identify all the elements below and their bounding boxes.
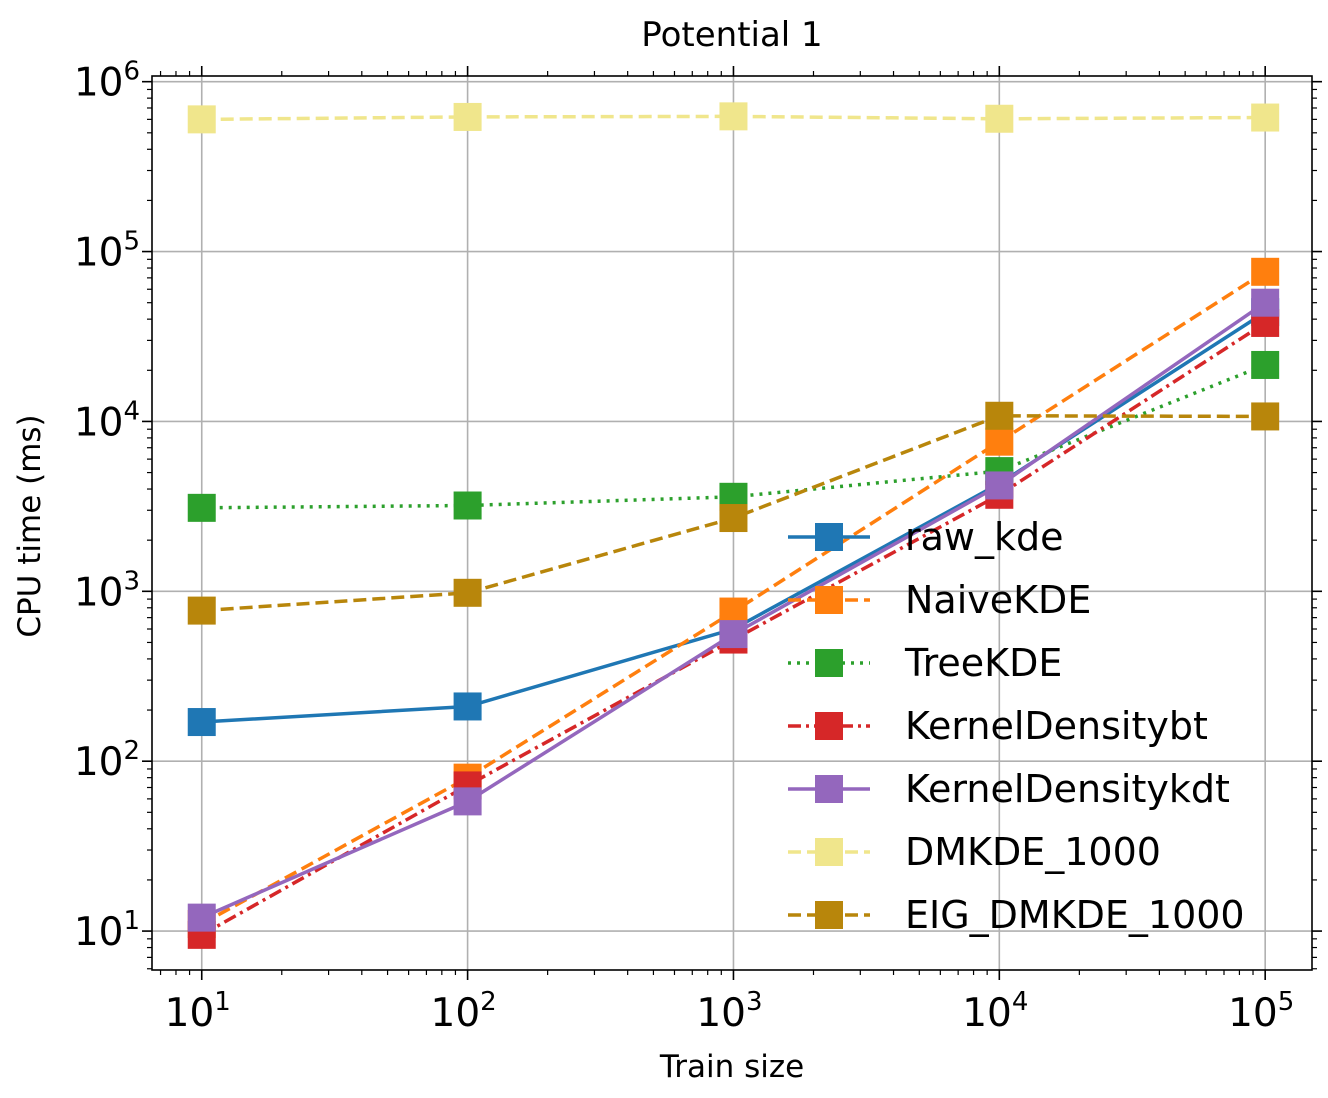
legend-label: KernelDensitybt	[905, 704, 1208, 748]
x-tick-label: 105	[1228, 987, 1294, 1036]
x-tick-label: 102	[431, 987, 497, 1036]
legend-label: KernelDensitykdt	[905, 767, 1230, 811]
data-point	[719, 620, 748, 649]
legend-label: EIG_DMKDE_1000	[905, 893, 1245, 937]
data-point	[453, 692, 482, 721]
legend-marker	[815, 523, 843, 551]
legend-label: TreeKDE	[904, 641, 1062, 685]
y-tick-labels: 101 102 103 104 105 106	[74, 57, 140, 955]
legend: raw_kde NaiveKDE TreeKDE KernelDensitybt Ker…	[788, 515, 1245, 937]
series-KernelDensitykdt	[187, 288, 1280, 932]
legend-marker	[815, 649, 843, 677]
data-point	[187, 493, 216, 522]
plot-frame	[151, 75, 1313, 971]
data-point	[985, 471, 1014, 500]
series-layer	[187, 102, 1280, 949]
y-tick-label: 104	[74, 396, 140, 445]
series-line	[201, 114, 1266, 122]
y-tick-label: 101	[74, 906, 140, 955]
data-point	[985, 104, 1014, 133]
data-point	[453, 102, 482, 131]
data-point	[453, 787, 482, 816]
data-point	[453, 578, 482, 607]
series-EIG_DMKDE_1000	[187, 401, 1280, 625]
series-DMKDE_1000	[187, 102, 1280, 134]
legend-marker	[815, 712, 843, 740]
data-point	[719, 102, 748, 131]
legend-marker	[815, 775, 843, 803]
chart-title: Potential 1	[641, 15, 822, 55]
legend-label: DMKDE_1000	[905, 830, 1161, 874]
y-tick-label: 102	[74, 736, 140, 785]
x-tick-label: 104	[962, 987, 1028, 1036]
data-point	[1251, 288, 1280, 317]
data-point	[1251, 257, 1280, 286]
legend-marker	[815, 586, 843, 614]
ticks	[142, 66, 1322, 980]
data-point	[985, 401, 1014, 430]
y-tick-label: 106	[74, 57, 140, 106]
data-point	[187, 708, 216, 737]
x-axis-label: Train size	[659, 1049, 804, 1085]
data-point	[1251, 402, 1280, 431]
x-tick-label: 103	[696, 987, 762, 1036]
y-axis-label: CPU time (ms)	[12, 414, 48, 637]
x-tick-label: 101	[165, 987, 231, 1036]
data-point	[1251, 350, 1280, 379]
data-point	[187, 903, 216, 932]
data-point	[719, 504, 748, 533]
data-point	[187, 596, 216, 625]
legend-marker	[815, 838, 843, 866]
data-point	[1251, 103, 1280, 132]
legend-marker	[815, 901, 843, 929]
y-tick-label: 103	[74, 566, 140, 615]
data-point	[985, 427, 1014, 456]
data-point	[453, 491, 482, 520]
x-tick-labels: 101 102 103 104 105	[165, 987, 1295, 1036]
y-tick-label: 105	[74, 227, 140, 276]
data-point	[187, 105, 216, 134]
legend-label: raw_kde	[905, 515, 1064, 559]
legend-label: NaiveKDE	[905, 578, 1091, 622]
